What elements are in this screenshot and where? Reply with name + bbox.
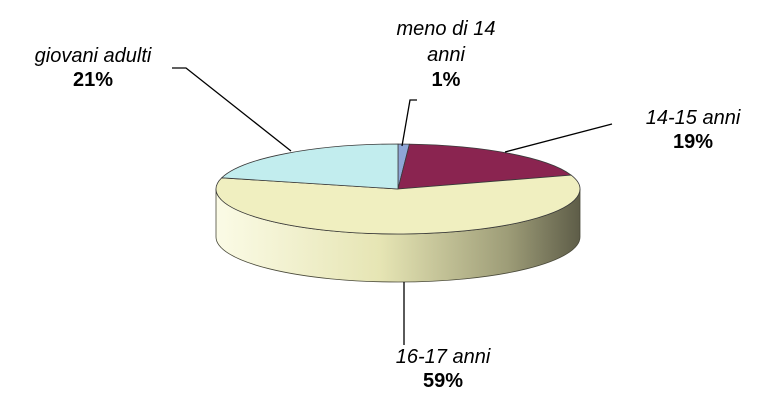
- label-percent-16-17: 59%: [422, 370, 464, 392]
- leader-line-giovani-adulti: [172, 67, 292, 152]
- leader-line-14-15: [504, 123, 613, 153]
- label-name-giovani-adulti: giovani adulti: [34, 45, 152, 67]
- data-label-14-15: 14-15 anni 19%: [618, 106, 763, 154]
- pie-slice-16-17: [215, 174, 581, 235]
- label-percent-meno-di-14: 1%: [431, 69, 461, 91]
- data-label-meno-di-14: meno di 14 anni 1%: [386, 16, 506, 92]
- data-label-giovani-adulti: giovani adulti 21%: [3, 44, 183, 92]
- data-label-16-17: 16-17 anni 59%: [368, 345, 518, 393]
- label-name-meno-di-14-line-2: anni: [427, 44, 465, 66]
- label-name-meno-di-14-line-1: meno di 14: [396, 18, 496, 40]
- leader-line-meno-di-14: [401, 99, 417, 147]
- pie-slice-14-15: [397, 143, 572, 190]
- pie-slice-giovani-adulti: [221, 143, 399, 190]
- label-name-14-15: 14-15 anni: [645, 107, 741, 129]
- label-percent-14-15: 19%: [672, 131, 714, 153]
- label-percent-giovani-adulti: 21%: [72, 69, 114, 91]
- label-name-16-17: 16-17 anni: [395, 346, 491, 368]
